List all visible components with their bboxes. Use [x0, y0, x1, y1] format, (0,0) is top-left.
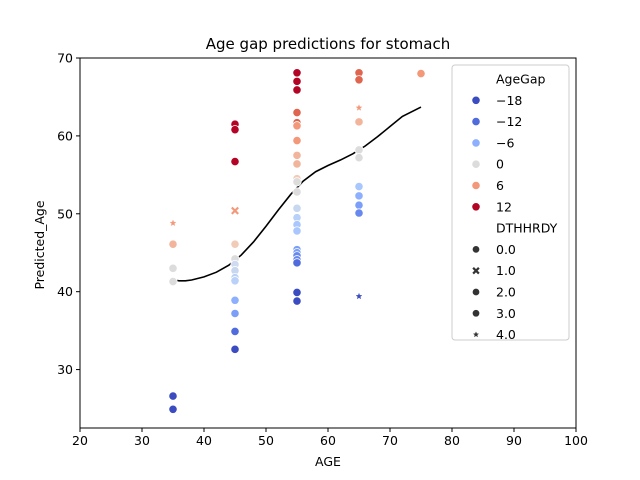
data-point — [354, 153, 364, 163]
x-tick-label: 100 — [564, 433, 588, 448]
data-point — [169, 219, 177, 227]
y-tick-label: 50 — [57, 206, 73, 221]
x-tick-label: 80 — [444, 433, 460, 448]
data-point — [292, 68, 302, 78]
trend-line — [172, 106, 422, 282]
legend-marker — [472, 331, 480, 338]
y-axis-label: Predicted_Age — [32, 200, 47, 289]
x-tick-label: 60 — [320, 433, 336, 448]
data-point — [355, 104, 363, 111]
data-point — [292, 85, 302, 95]
legend-label: −6 — [496, 135, 514, 150]
data-point — [231, 206, 239, 215]
data-point — [292, 187, 302, 197]
legend-marker — [471, 180, 481, 191]
legend: AgeGap −18 −12 −6 0 6 12 DTHHRDY 0.0 1.0 2.0 3.0 4.0 — [451, 64, 570, 342]
legend-label: 4.0 — [496, 327, 516, 342]
legend-style-title: DTHHRDY — [496, 221, 558, 236]
data-point — [230, 239, 240, 249]
y-tick-label: 60 — [57, 128, 73, 143]
data-point — [230, 326, 240, 337]
data-point — [168, 276, 178, 287]
legend-marker — [471, 202, 481, 212]
data-point — [230, 157, 240, 167]
data-point — [292, 159, 302, 169]
data-point — [230, 276, 240, 286]
legend-marker — [471, 138, 481, 148]
data-point — [354, 208, 364, 218]
legend-marker — [471, 159, 481, 169]
legend-label: −18 — [496, 93, 522, 108]
points-layer — [168, 68, 426, 414]
x-tick-label: 50 — [258, 433, 274, 448]
x-tick-label: 40 — [196, 433, 212, 448]
legend-marker — [472, 267, 480, 275]
legend-label: 1.0 — [496, 263, 516, 278]
legend-marker — [471, 309, 481, 318]
data-point — [292, 121, 302, 131]
data-point — [416, 68, 426, 79]
data-point — [354, 145, 364, 155]
data-point — [354, 75, 364, 85]
legend-label: 2.0 — [496, 285, 516, 300]
data-point — [292, 150, 302, 160]
chart-title: Age gap predictions for stomach — [206, 35, 450, 53]
legend-label: 3.0 — [496, 306, 516, 321]
data-point — [230, 344, 240, 354]
x-tick-label: 70 — [382, 433, 398, 448]
data-point — [168, 263, 178, 273]
legend-hue-title: AgeGap — [496, 72, 546, 87]
x-tick-label: 30 — [134, 433, 150, 448]
legend-label: 6 — [496, 178, 504, 193]
data-point — [292, 177, 302, 187]
legend-marker — [471, 117, 481, 127]
data-point — [354, 181, 364, 192]
data-point — [354, 200, 364, 210]
data-point — [168, 404, 178, 414]
legend-label: 0 — [496, 157, 504, 172]
data-point — [292, 287, 302, 298]
data-point — [292, 107, 302, 118]
data-point — [292, 296, 302, 306]
y-tick-label: 30 — [57, 362, 73, 377]
data-point — [292, 226, 302, 236]
legend-label: 0.0 — [496, 242, 516, 257]
data-point — [354, 191, 364, 201]
data-point — [355, 292, 363, 300]
legend-box — [451, 64, 570, 341]
data-point — [168, 391, 178, 401]
data-point — [292, 135, 302, 146]
x-tick-label: 20 — [72, 433, 88, 448]
data-point — [168, 239, 178, 249]
x-axis-label: AGE — [315, 454, 341, 469]
data-point — [292, 76, 302, 86]
legend-marker — [471, 287, 481, 297]
y-tick-label: 40 — [57, 284, 73, 299]
data-point — [230, 308, 240, 319]
data-point — [230, 125, 240, 135]
y-tick-label: 70 — [57, 51, 73, 66]
trend-layer — [172, 106, 422, 282]
x-tick-label: 90 — [506, 433, 522, 448]
data-point — [292, 258, 302, 268]
data-point — [230, 295, 240, 305]
data-point — [354, 117, 364, 127]
legend-marker — [471, 95, 481, 105]
legend-label: −12 — [496, 114, 522, 129]
legend-marker — [471, 245, 481, 254]
legend-label: 12 — [496, 199, 512, 214]
data-point — [292, 203, 302, 213]
